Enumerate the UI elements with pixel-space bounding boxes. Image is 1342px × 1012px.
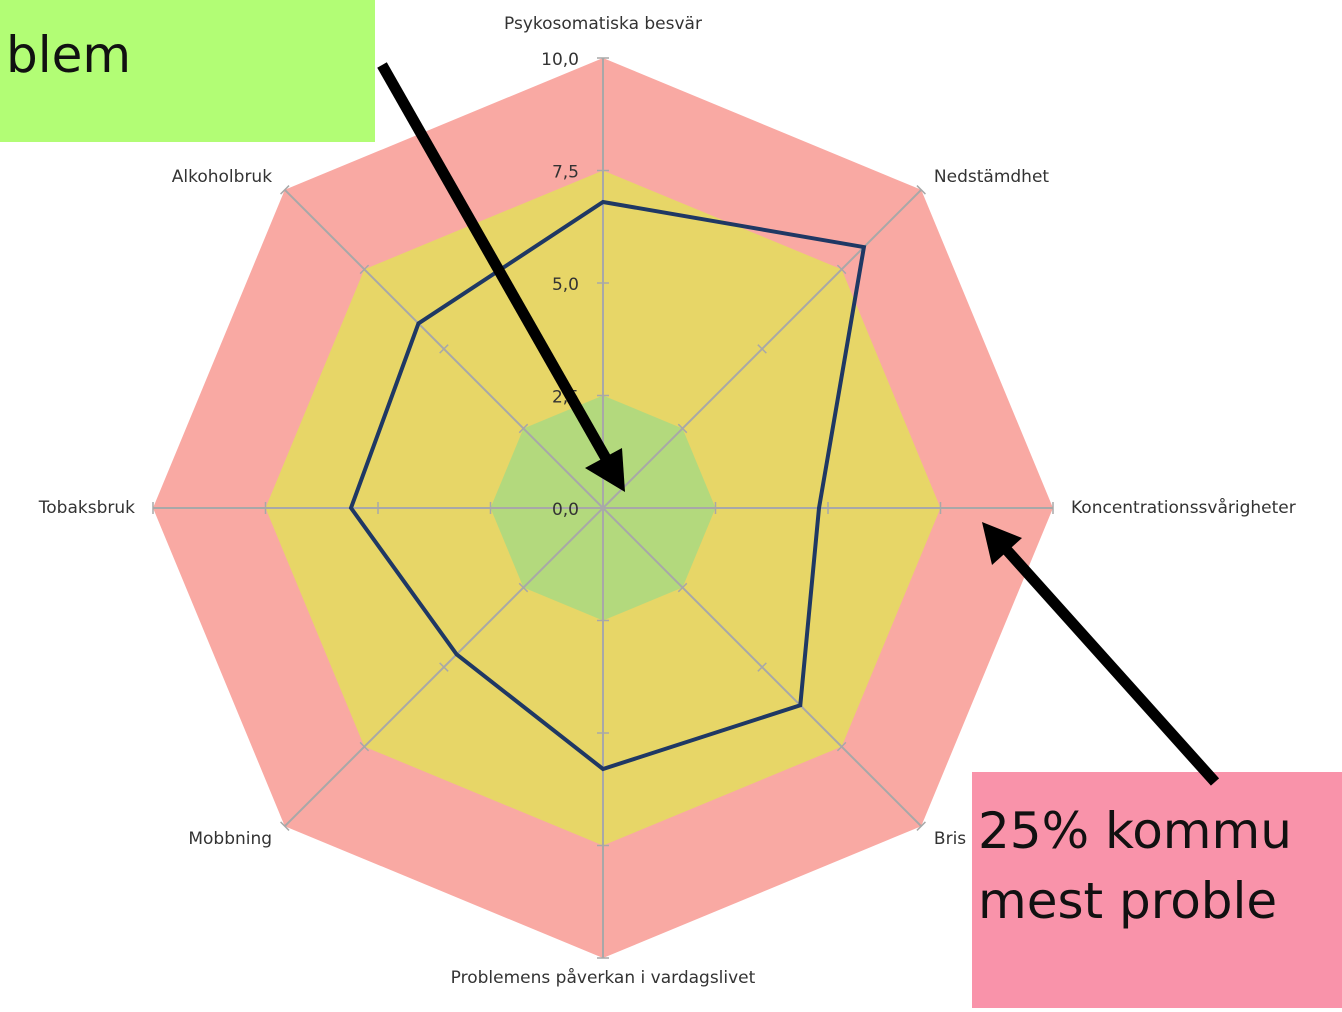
tick-mark xyxy=(677,582,688,593)
arrow xyxy=(1000,544,1220,786)
axis-label: Alkoholbruk xyxy=(172,167,272,187)
tick-mark xyxy=(280,185,290,195)
arrowhead xyxy=(585,448,625,492)
tick-mark xyxy=(518,582,529,593)
axis-label: Problemens påverkan i vardagslivet xyxy=(451,967,756,988)
marks xyxy=(348,199,867,772)
axis-label: Tobaksbruk xyxy=(38,498,135,518)
tick-mark xyxy=(836,264,847,275)
tick-mark xyxy=(757,662,767,672)
axis-label: Bris xyxy=(934,829,966,849)
tick-mark xyxy=(916,185,926,195)
tick-mark xyxy=(757,344,767,354)
tick-mark xyxy=(518,423,529,434)
tick-mark xyxy=(280,821,290,831)
tick-label: 10,0 xyxy=(541,50,579,70)
tick-label: 7,5 xyxy=(552,163,579,183)
axis-label: Mobbning xyxy=(188,829,272,849)
axis-label: Nedstämdhet xyxy=(934,167,1049,187)
tick-label: 5,0 xyxy=(552,275,579,295)
tick-mark xyxy=(359,264,370,275)
annotation: 25% kommu xyxy=(978,802,1292,860)
arrowhead xyxy=(982,522,1022,565)
tick-label: 0,0 xyxy=(552,500,579,520)
tick-mark xyxy=(439,344,449,354)
tick-mark xyxy=(439,662,449,672)
series-line xyxy=(348,199,867,772)
annotation-box xyxy=(0,0,375,142)
axes: Psykosomatiska besvär Nedstämdhet Koncentr… xyxy=(38,14,1296,988)
tick-mark xyxy=(916,821,926,831)
annotation-box xyxy=(972,772,1342,1008)
tick-mark xyxy=(677,423,688,434)
arrow xyxy=(377,62,613,465)
annotation: mest proble xyxy=(978,872,1277,930)
axis-label: Koncentrationssvårigheter xyxy=(1071,497,1296,518)
tick-mark xyxy=(359,741,370,752)
tick-mark xyxy=(836,741,847,752)
axis-label: Psykosomatiska besvär xyxy=(504,14,702,34)
annotation: blem xyxy=(6,26,131,84)
tick-mark xyxy=(598,503,608,513)
